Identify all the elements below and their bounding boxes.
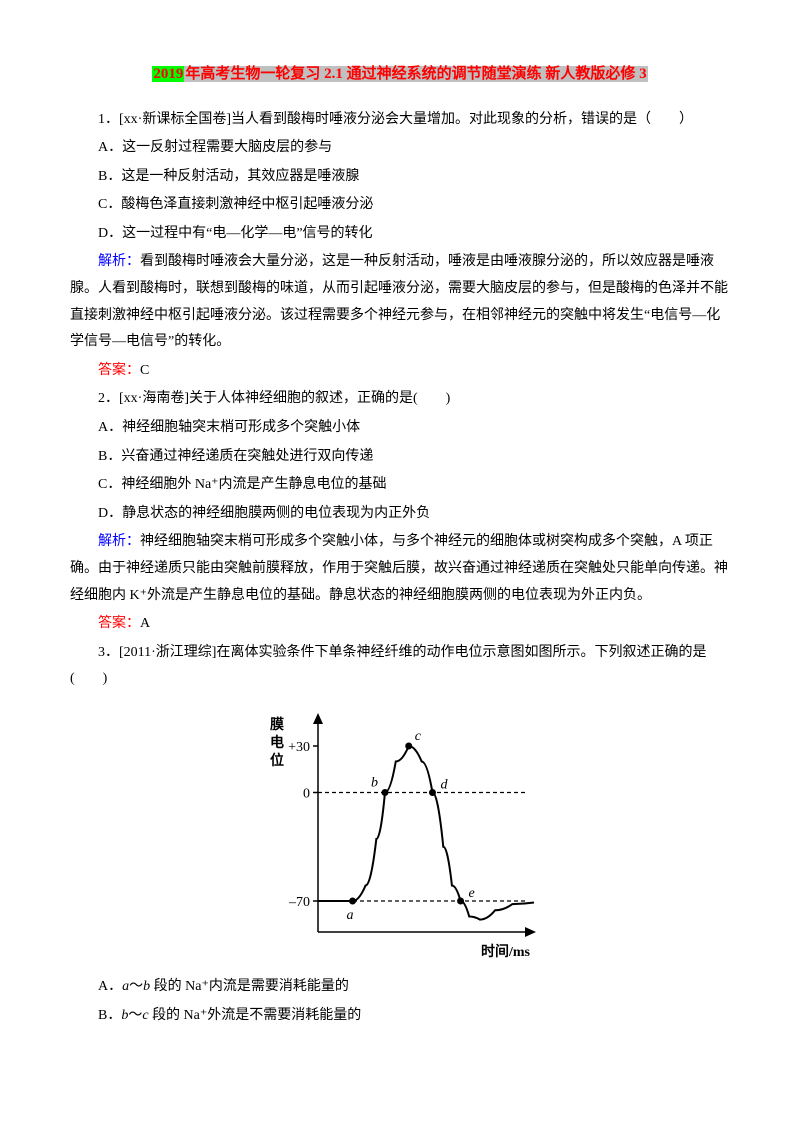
q1-opt-d: D．这一过程中有“电—化学—电”信号的转化	[70, 221, 730, 248]
svg-text:/mV: /mV	[250, 781, 252, 808]
svg-text:d: d	[440, 777, 448, 792]
svg-text:e: e	[469, 886, 475, 901]
q3-opt-b: B．b～c 段的 Na⁺外流是不需要消耗能量的	[70, 1003, 730, 1030]
answer-label: 答案：	[98, 616, 140, 631]
q3-stem: 3．[2011·浙江理综]在离体实验条件下单条神经纤维的动作电位示意图如图所示。…	[70, 640, 730, 693]
title-rest: 年高考生物一轮复习 2.1 通过神经系统的调节随堂演练 新人教版必修 3	[184, 66, 647, 82]
svg-text:电: 电	[270, 734, 284, 751]
q1-answer: 答案：C	[70, 358, 730, 385]
doc-title: 2019年高考生物一轮复习 2.1 通过神经系统的调节随堂演练 新人教版必修 3	[70, 60, 730, 89]
svg-text:c: c	[415, 729, 422, 744]
q2-answer-text: A	[140, 616, 150, 631]
q1-opt-b: B．这是一种反射活动，其效应器是唾液腺	[70, 164, 730, 191]
q2-opt-a: A．神经细胞轴突末梢可形成多个突触小体	[70, 415, 730, 442]
q2-analysis-text: 神经细胞轴突末梢可形成多个突触小体，与多个神经元的细胞体或树突构成多个突触，A …	[70, 534, 728, 602]
svg-text:位: 位	[270, 752, 284, 769]
q2-opt-b: B．兴奋通过神经递质在突触处进行双向传递	[70, 444, 730, 471]
q2-stem: 2．[xx·海南卷]关于人体神经细胞的叙述，正确的是( )	[70, 386, 730, 413]
analysis-label: 解析：	[98, 254, 140, 269]
svg-text:b: b	[371, 775, 378, 790]
q1-analysis: 解析：看到酸梅时唾液会大量分泌，这是一种反射活动，唾液是由唾液腺分泌的，所以效应…	[70, 249, 730, 355]
svg-text:膜: 膜	[270, 716, 284, 733]
answer-label: 答案：	[98, 363, 140, 378]
q1-stem: 1．[xx·新课标全国卷]当人看到酸梅时唾液分泌会大量增加。对此现象的分析，错误…	[70, 107, 730, 134]
q2-opt-c: C．神经细胞外 Na⁺内流是产生静息电位的基础	[70, 472, 730, 499]
q2-analysis: 解析：神经细胞轴突末梢可形成多个突触小体，与多个神经元的细胞体或树突构成多个突触…	[70, 529, 730, 609]
svg-text:时间/ms: 时间/ms	[481, 943, 531, 960]
svg-text:+30: +30	[288, 740, 310, 755]
q1-answer-text: C	[140, 363, 149, 378]
q1-opt-c: C．酸梅色泽直接刺激神经中枢引起唾液分泌	[70, 192, 730, 219]
svg-text:a: a	[347, 908, 354, 923]
q3-opt-a: A．a～b 段的 Na⁺内流是需要消耗能量的	[70, 974, 730, 1001]
q1-analysis-text: 看到酸梅时唾液会大量分泌，这是一种反射活动，唾液是由唾液腺分泌的，所以效应器是唾…	[70, 254, 728, 349]
q1-opt-a: A．这一反射过程需要大脑皮层的参与	[70, 135, 730, 162]
q2-opt-d: D．静息状态的神经细胞膜两侧的电位表现为内正外负	[70, 501, 730, 528]
action-potential-chart: +30 0 –70 膜电位/mV 时间/ms a b c d e	[70, 701, 730, 966]
q2-answer: 答案：A	[70, 611, 730, 638]
svg-text:–70: –70	[288, 895, 310, 910]
analysis-label: 解析：	[98, 534, 140, 549]
title-year: 2019	[152, 66, 184, 82]
svg-text:0: 0	[303, 786, 310, 801]
chart-svg: +30 0 –70 膜电位/mV 时间/ms a b c d e	[250, 701, 550, 966]
